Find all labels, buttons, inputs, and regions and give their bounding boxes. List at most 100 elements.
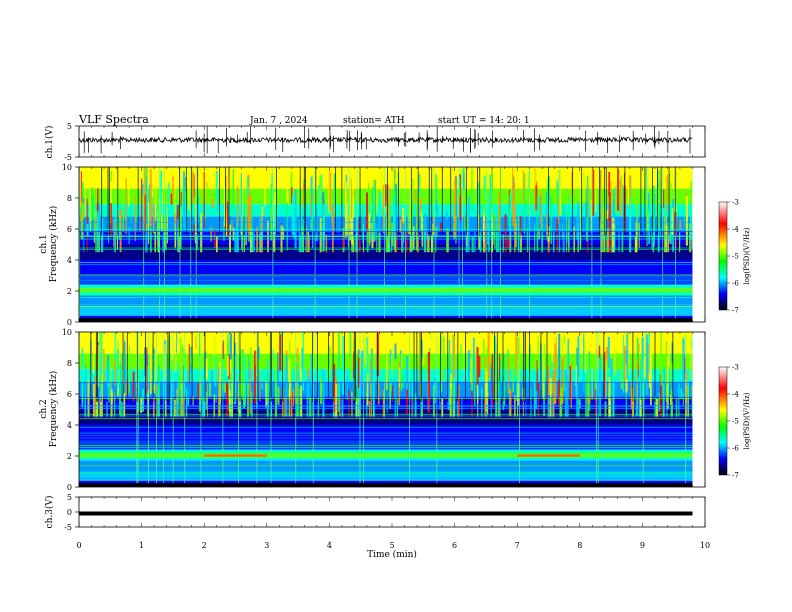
ch2-spec-streak [158,390,160,418]
ch1-spec-streak [89,200,92,232]
ch1-spec-streak [409,184,412,216]
ch2-frequency-axis-label: ch.2Frequency (kHz) [39,371,59,448]
ch2-spec-streak [606,336,608,350]
ch1-spec-streak [178,183,180,202]
ch2-colorbar-tick-label: -6 [732,445,739,453]
ch1-spec-ytick-label: 6 [67,225,72,234]
ch2-spec-streak [684,354,686,381]
ch1-colorbar-tick-label: -5 [732,253,739,261]
ch1-spec-streak [160,170,163,215]
ch1-spec-streak [259,233,261,253]
ch2-spec-streak [400,354,402,368]
ch2-spec-streak [322,370,325,418]
ch2-spec-streak [181,357,184,416]
ch1-spec-streak [467,196,470,253]
ch1-spec-streak [431,223,433,253]
ch1-spec-streak [352,236,355,253]
ch2-spec-streak [536,360,538,391]
ch1-spec-streak [89,176,92,222]
ch1-spec-streak [234,228,237,253]
ch2-spec-streak [491,353,494,409]
ch1-spec-no-data [692,167,705,322]
ch2-spec-streak [186,388,188,418]
ch2-colorbar: -3 -4 -5 -6 -7 log(PSD)(V²/Hz) [718,364,751,480]
ch2-spec-streak [281,387,284,418]
ch2-spec-streak [248,359,250,380]
ch2-spec-streak [552,371,555,418]
ch1-spec-streak [162,234,165,253]
ch1-waveform-line [78,136,693,144]
time-tick-label: 5 [389,541,394,550]
ch1-spec-streak [200,213,203,253]
ch1-spec-streak [662,189,665,209]
ch1-colorbar-tick-label: -7 [732,307,739,315]
ch2-spec-streak [266,372,269,418]
ch2-spec-streak [516,378,518,402]
ch2-spec-ytick-label: 6 [67,390,72,399]
ch1-spec-streak [395,183,397,240]
ch1-spec-streak [592,169,595,216]
ch2-spec-streak [490,359,493,368]
ch1-spec-streak [411,201,413,252]
ch2-spec-streak [351,391,353,418]
ch2-spec-streak [512,358,515,393]
ch1-spec-streak [128,175,130,207]
ch2-spec-streak [537,335,539,372]
ch1-spec-streak [504,214,507,253]
ch2-spec-streak [561,355,564,404]
ch1-spec-streak [211,198,214,209]
time-tick-label: 3 [264,541,269,550]
ch1-spec-streak [489,174,492,220]
ch1-spec-streak [80,212,82,223]
ch1-spec-streak [249,228,252,253]
ch2-spec-streak [116,349,120,388]
ch2-spec-streak [217,366,220,418]
ch1-spec-streak [329,171,332,212]
ch2-spec-streak [639,360,642,404]
ch1-spec-ytick-label: 2 [67,287,72,296]
ch2-spec-streak [641,337,643,397]
ch2-spec-streak [201,380,203,400]
ch1-spec-streak [215,170,218,211]
ch1-spec-streak [498,192,501,233]
ch2-spec-streak [626,368,628,391]
ch2-colorbar-label: log(PSD)(V²/Hz) [743,392,751,449]
ch1-spec-streak [248,192,250,242]
ch2-spec-streak [625,392,627,418]
ch2-spec-streak [389,349,392,365]
ch2-spec-streak [366,337,369,379]
ch1-spec-streak [675,167,677,188]
ch1-spec-streak [464,217,466,231]
ch2-spec-streak [85,365,87,418]
ch1-spec-streak [107,190,109,243]
ch2-spec-streak [100,401,102,418]
ch1-spec-streak [241,224,244,253]
ch2-spec-streak [174,357,177,372]
ch2-spec-streak [490,364,492,418]
ch2-spec-streak [610,372,612,397]
ch1-spec-streak [378,233,381,253]
ch1-spec-streak [125,177,127,234]
ch2-spec-streak [140,397,143,413]
ch1-spec-streak [355,233,357,253]
ch2-spec-streak [610,357,613,377]
ch2-spec-streak [682,338,685,382]
ch2-spec-band [79,332,693,354]
ch2-spec-streak [607,336,610,369]
ch1-spec-streak [477,182,480,220]
ch2-spec-streak [576,382,579,418]
ch1-spec-streak [130,202,132,223]
ch1-spec-streak [526,227,529,253]
ch2-spec-streak [94,376,97,418]
ch2-spec-streak [394,343,397,359]
ch1-spec-streak [188,186,190,211]
ch2-spec-streak [289,340,291,370]
ch1-spec-streak [166,206,168,244]
ch2-spec-streak [559,378,561,418]
ch1-spec-streak [400,219,402,233]
ch2-spec-streak [549,378,552,418]
ch2-spec-streak [101,383,103,418]
ch1-spec-base-strip [79,318,693,322]
ch1-spec-streak [619,179,622,215]
ch2-spec-streak [587,372,590,418]
